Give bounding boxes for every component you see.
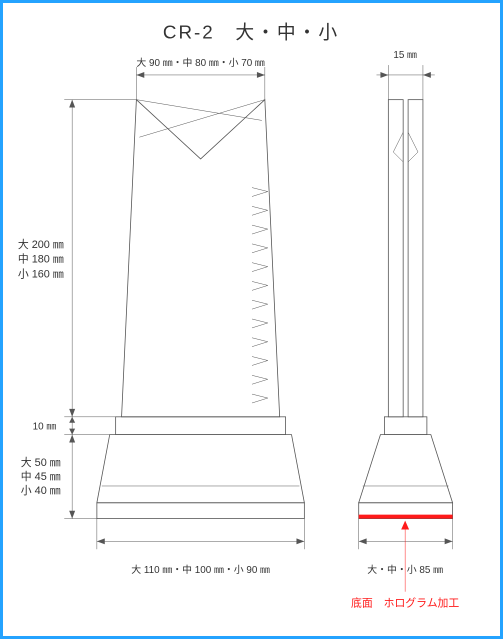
dim-left-height: 大 200 ㎜ 中 180 ㎜ 小 160 ㎜ 10 ㎜ 大 50 ㎜ 中 45… (18, 100, 137, 519)
trophy-body-outline (122, 100, 280, 417)
top-width-label: 大 90 ㎜・中 80 ㎜・小 70 ㎜ (136, 56, 265, 69)
height-l3: 小 160 ㎜ (18, 268, 64, 281)
diagram-frame: CR-2 大・中・小 大 90 ㎜・中 80 ㎜・小 70 ㎜ (0, 0, 503, 639)
dim-bottom-width: 大 110 ㎜・中 100 ㎜・小 90 ㎜ (97, 519, 304, 576)
side-view: 15 ㎜ 大・中・小 85 ㎜ (351, 50, 459, 609)
side-base (359, 417, 453, 519)
dim-thickness: 15 ㎜ (376, 50, 434, 99)
dim-top-width: 大 90 ㎜・中 80 ㎜・小 70 ㎜ (136, 56, 265, 100)
hologram-strip (359, 515, 453, 519)
thickness-label: 15 ㎜ (393, 50, 417, 61)
base-width-label: 大 110 ㎜・中 100 ㎜・小 90 ㎜ (131, 563, 270, 576)
height-l2: 中 180 ㎜ (18, 253, 64, 266)
title: CR-2 大・中・小 (163, 21, 339, 42)
front-view: 大 90 ㎜・中 80 ㎜・小 70 ㎜ (18, 56, 305, 576)
side-body (388, 100, 423, 417)
chevron-marks (252, 188, 268, 403)
height-l1: 大 200 ㎜ (18, 237, 64, 251)
step-label: 10 ㎜ (33, 422, 57, 433)
front-base (97, 417, 304, 519)
holo-note-text: 底面 ホログラム加工 (351, 596, 459, 610)
baseh-l1: 大 50 ㎜ (21, 455, 61, 469)
baseh-l2: 中 45 ㎜ (21, 470, 61, 483)
baseh-l3: 小 40 ㎜ (21, 484, 61, 497)
trophy-spec-diagram: CR-2 大・中・小 大 90 ㎜・中 80 ㎜・小 70 ㎜ (3, 3, 500, 636)
